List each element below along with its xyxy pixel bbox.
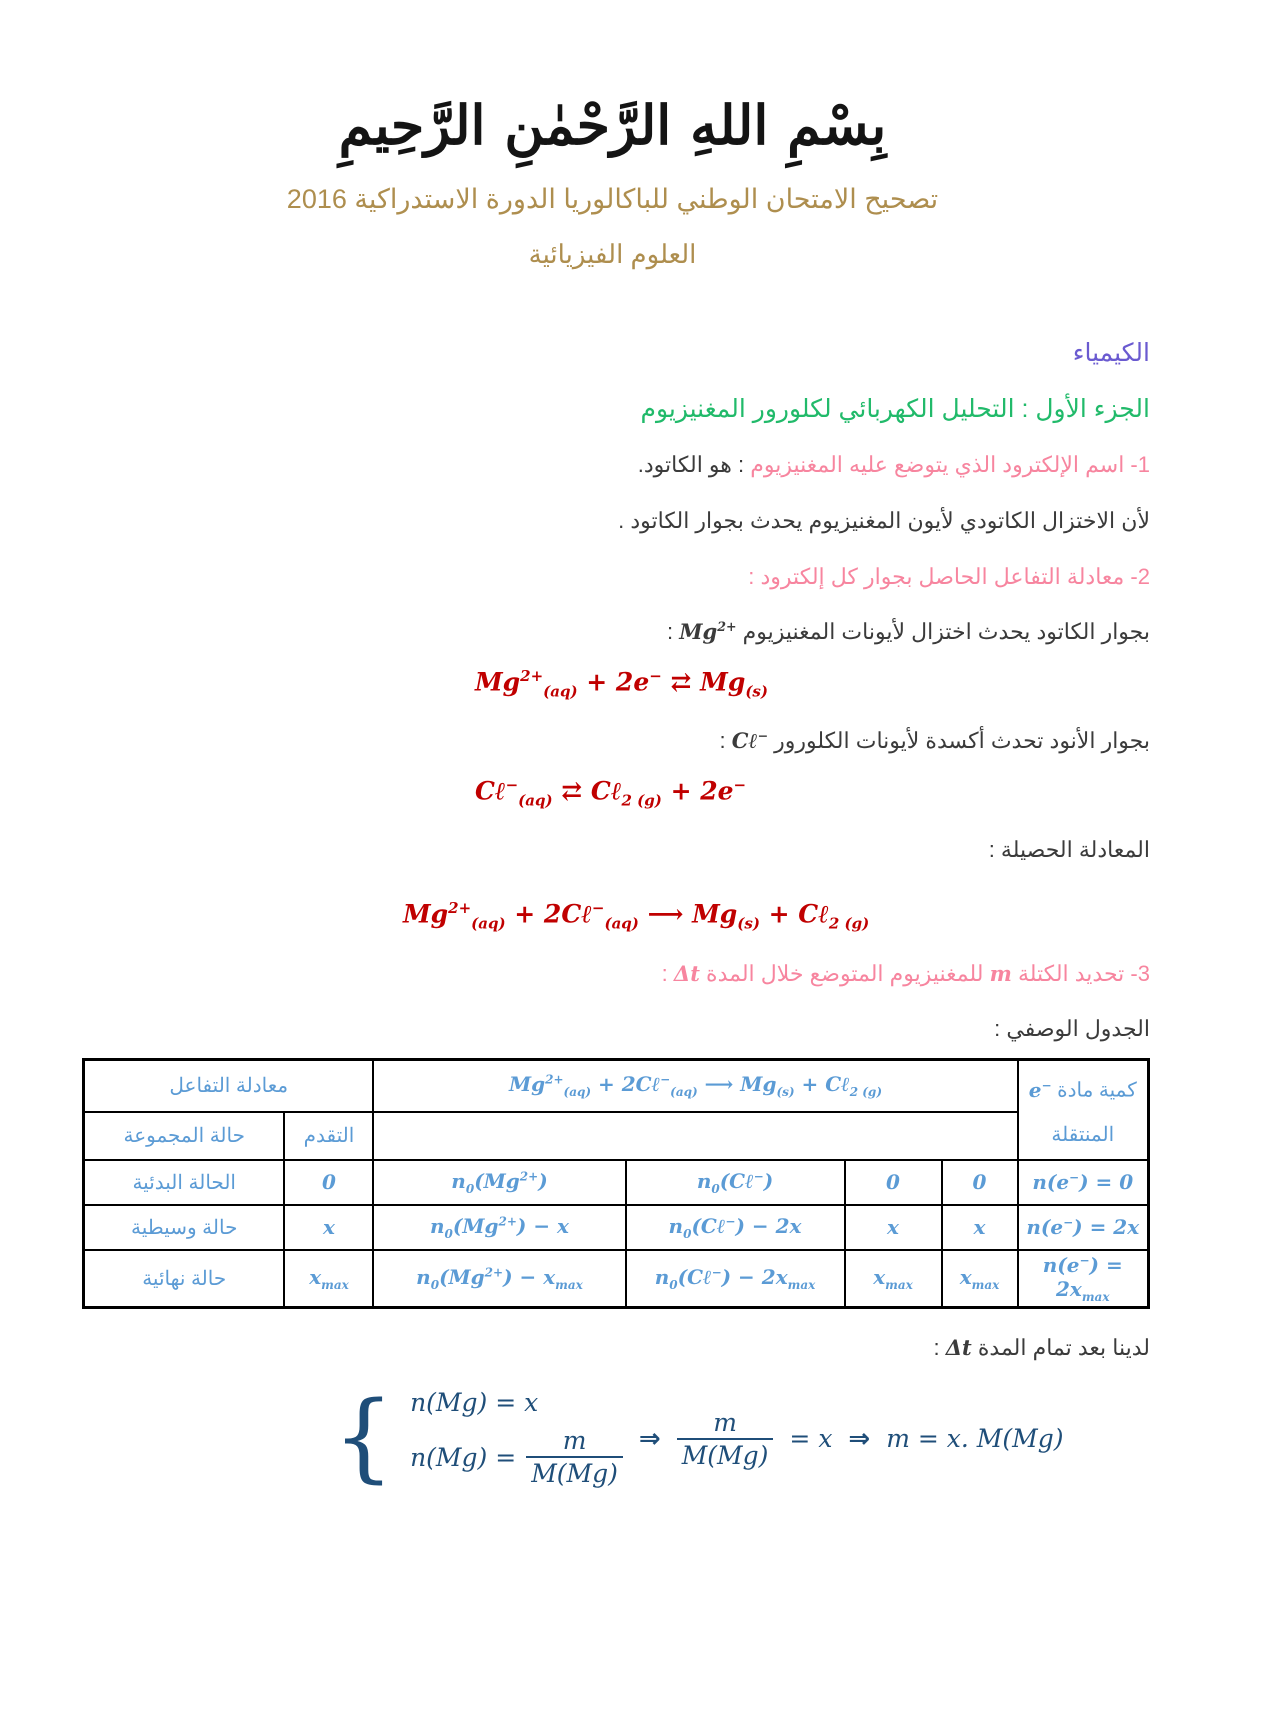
table-header-row-1: كمية مادة e− المنتقلة Mg2+(aq) + 2Cℓ−(aq…: [82, 1058, 1150, 1161]
q1-answer: : هو الكاتود.: [637, 452, 745, 478]
system-equation-1: n(Mg) = x: [410, 1388, 539, 1418]
document-page: بِسْمِ اللهِ الرَّحْمٰنِ الرَّحِيمِ تصحي…: [0, 82, 1275, 1732]
cell-cl2: x: [940, 1203, 1019, 1251]
header-electron-quantity-line1: كمية مادة e−: [1028, 1077, 1137, 1102]
section-title-chemistry: الكيمياء: [1072, 339, 1150, 368]
system-equation-2: n(Mg) = m M(Mg): [410, 1425, 623, 1490]
cell-mg-solid: 0: [843, 1158, 943, 1206]
derivation-block: { n(Mg) = x n(Mg) = m M(Mg) ⇒ m M(Mg) = …: [75, 1388, 1150, 1490]
cathode-text: بجوار الكاتود يحدث اختزال لأيونات المغني…: [742, 619, 1150, 645]
cathode-ion-symbol: Mg2+: [679, 619, 737, 645]
net-equation: Mg2+(aq) + 2Cℓ−(aq) ⟶ Mg(s) + Cℓ2 (g): [403, 899, 870, 933]
cell-progress: xmax: [283, 1248, 375, 1309]
header-electron-quantity-line2: المنتقلة: [1051, 1123, 1115, 1146]
cell-electrons: n(e−) = 0: [1016, 1158, 1150, 1206]
q3-heading: 3- تحديد الكتلة m للمغنيزيوم المتوضع خلا…: [75, 959, 1150, 989]
header-reaction-equation-label: معادلة التفاعل: [82, 1058, 375, 1113]
table-header-row-2: التقدم حالة المجموعة: [82, 1110, 1148, 1161]
progress-table: كمية مادة e− المنتقلة Mg2+(aq) + 2Cℓ−(aq…: [81, 1057, 1150, 1309]
q3-part1: 3- تحديد الكتلة: [1017, 960, 1150, 986]
cell-electrons: n(e−) = 2x: [1016, 1203, 1150, 1251]
mass-symbol: m: [989, 960, 1012, 986]
net-equation-label: المعادلة الحصيلة :: [988, 837, 1150, 863]
header-progress: التقدم: [283, 1110, 375, 1161]
implies-arrow: ⇒: [848, 1423, 871, 1454]
anode-equation: Cℓ−(aq) ⇄ Cℓ2 (g) + 2e−: [475, 776, 747, 810]
anode-colon: :: [719, 728, 726, 754]
table-caption: الجدول الوصفي :: [994, 1016, 1150, 1042]
anode-line: بجوار الأنود تحدث أكسدة لأيونات الكلورور…: [75, 726, 1150, 756]
header-system-state: حالة المجموعة: [82, 1110, 286, 1161]
document-subtitle: العلوم الفيزيائية: [528, 239, 697, 270]
bismillah-calligraphy: بِسْمِ اللهِ الرَّحْمٰنِ الرَّحِيمِ: [338, 93, 887, 157]
header-spacer-cell: [372, 1110, 1019, 1161]
q2-heading: 2- معادلة التفاعل الحاصل بجوار كل إلكترو…: [748, 563, 1150, 589]
cell-progress: x: [283, 1203, 375, 1251]
cell-mg-ion: n0(Mg2+) − x: [372, 1203, 627, 1251]
cell-electrons: n(e−) = 2xmax: [1016, 1248, 1150, 1309]
cell-cl-ion: n0(Cℓ−) − 2xmax: [624, 1248, 846, 1309]
system-brace: {: [333, 1380, 395, 1493]
anode-text: بجوار الأنود تحدث أكسدة لأيونات الكلورور: [774, 728, 1150, 754]
q3-colon: :: [661, 960, 668, 986]
cathode-colon: :: [667, 619, 674, 645]
cell-mg-ion: n0(Mg2+): [372, 1158, 627, 1206]
q3-part2: للمغنيزيوم المتوضع خلال المدة: [706, 960, 984, 986]
conclusion-line: لدينا بعد تمام المدة Δt :: [75, 1333, 1151, 1363]
system-equation-2-lhs: n(Mg) =: [410, 1442, 517, 1472]
cell-cl-ion: n0(Cℓ−) − 2x: [624, 1203, 846, 1251]
mass-result: m = x. M(Mg): [886, 1424, 1064, 1454]
cell-mg-solid: x: [843, 1203, 943, 1251]
duration-symbol: Δt: [945, 1334, 972, 1360]
mass-molar-fraction-2: m M(Mg): [676, 1407, 774, 1472]
cell-state: الحالة البدئية: [82, 1158, 286, 1206]
part1-heading: الجزء الأول : التحليل الكهربائي لكلورور …: [640, 395, 1150, 424]
table-row-initial: n(e−) = 0 0 0 n0(Cℓ−) n0(Mg2+) 0 الحالة …: [82, 1158, 1150, 1206]
fraction-numerator: m: [562, 1426, 587, 1456]
q1-line: 1- اسم الإلكترود الذي يتوضع عليه المغنيز…: [75, 450, 1150, 480]
cell-state: حالة نهائية: [82, 1248, 286, 1309]
anode-ion-symbol: Cℓ−: [731, 728, 769, 754]
equation-system: n(Mg) = x n(Mg) = m M(Mg): [410, 1388, 623, 1490]
conclusion-colon: :: [933, 1334, 940, 1360]
document-title: تصحيح الامتحان الوطني للباكالوريا الدورة…: [286, 184, 939, 215]
table-row-intermediate: n(e−) = 2x x x n0(Cℓ−) − 2x n0(Mg2+) − x…: [82, 1203, 1150, 1251]
table-reaction-equation: Mg2+(aq) + 2Cℓ−(aq) ⟶ Mg(s) + Cℓ2 (g): [372, 1058, 1019, 1113]
cell-cl2: xmax: [940, 1248, 1019, 1309]
equals-x: = x: [789, 1424, 833, 1454]
implies-arrow: ⇒: [638, 1423, 661, 1454]
fraction-numerator: m: [713, 1407, 737, 1437]
cathode-line: بجوار الكاتود يحدث اختزال لأيونات المغني…: [75, 617, 1150, 647]
electron-symbol: e−: [1028, 1077, 1052, 1102]
mass-molar-fraction: m M(Mg): [526, 1425, 623, 1490]
cell-state: حالة وسيطية: [82, 1203, 286, 1251]
conclusion-text: لدينا بعد تمام المدة: [977, 1334, 1150, 1360]
q1-reason: لأن الاختزال الكاتودي لأيون المغنيزيوم ي…: [618, 508, 1150, 534]
cell-cl-ion: n0(Cℓ−): [624, 1158, 846, 1206]
fraction-denominator: M(Mg): [676, 1437, 774, 1471]
cell-cl2: 0: [940, 1158, 1019, 1206]
cell-progress: 0: [283, 1158, 375, 1206]
duration-symbol: Δt: [673, 960, 700, 986]
fraction-denominator: M(Mg): [526, 1456, 623, 1489]
cell-mg-ion: n0(Mg2+) − xmax: [372, 1248, 627, 1309]
header-electron-quantity: كمية مادة e− المنتقلة: [1016, 1058, 1150, 1161]
cell-mg-solid: xmax: [843, 1248, 943, 1309]
cathode-equation: Mg2+(aq) + 2e− ⇄ Mg(s): [475, 667, 768, 701]
q1-question: 1- اسم الإلكترود الذي يتوضع عليه المغنيز…: [750, 452, 1150, 478]
table-row-final: n(e−) = 2xmax xmax xmax n0(Cℓ−) − 2xmax …: [82, 1248, 1150, 1309]
